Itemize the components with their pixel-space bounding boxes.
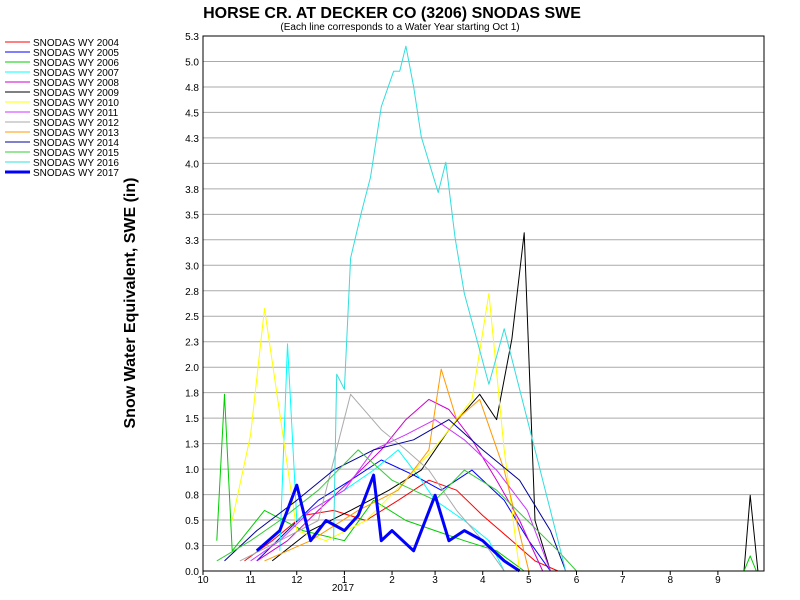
x-tick-label: 7 [620, 575, 626, 586]
legend-label: SNODAS WY 2011 [33, 108, 119, 119]
series-line-5 [271, 232, 551, 572]
legend-label: SNODAS WY 2017 [33, 168, 119, 179]
legend-label: SNODAS WY 2008 [33, 78, 119, 89]
series-line-4 [256, 398, 544, 572]
y-tick-label: 4.5 [185, 108, 199, 119]
y-tick-label: 0.5 [185, 516, 199, 527]
legend-label: SNODAS WY 2005 [33, 48, 119, 59]
chart-title: HORSE CR. AT DECKER CO (3206) SNODAS SWE [203, 5, 581, 22]
legend-label: SNODAS WY 2010 [33, 98, 119, 109]
series-line-2 [216, 393, 525, 572]
y-tick-label: 4.0 [185, 159, 199, 170]
x-year-label: 2017 [332, 583, 355, 594]
y-tick-label: 4.8 [185, 83, 199, 94]
x-axis-ticks: 10 11 12 1 2 3 4 5 6 7 8 9 [197, 571, 721, 586]
x-tick-label: 6 [574, 575, 580, 586]
series-line-10 [224, 419, 567, 572]
y-tick-label: 3.5 [185, 210, 199, 221]
x-tick-label: 2 [389, 575, 395, 586]
x-tick-label: 11 [245, 575, 256, 586]
x-tick-label: 10 [197, 575, 209, 586]
legend-label: SNODAS WY 2012 [33, 118, 119, 129]
series-line-12 [333, 45, 567, 572]
series-line-13 [255, 473, 521, 573]
legend-label: SNODAS WY 2004 [33, 38, 119, 49]
x-tick-label: 12 [291, 575, 303, 586]
y-axis-ticks: 0.0 0.3 0.5 0.8 1.0 1.3 1.5 1.8 2.0 2.3 2.5 2.8 3.0 3… [185, 32, 199, 578]
legend-label: SNODAS WY 2013 [33, 128, 119, 139]
y-tick-label: 5.0 [185, 57, 199, 68]
legend-label: SNODAS WY 2015 [33, 148, 119, 159]
series-extra-line-1 [743, 555, 757, 572]
legend-label: SNODAS WY 2014 [33, 138, 119, 149]
y-tick-label: 2.5 [185, 312, 199, 323]
plot-frame [202, 35, 765, 572]
series-line-1 [256, 459, 551, 572]
legend-label: SNODAS WY 2016 [33, 158, 119, 169]
x-tick-label: 4 [480, 575, 486, 586]
y-tick-label: 1.3 [185, 440, 199, 451]
x-tick-label: 9 [715, 575, 721, 586]
grid [203, 35, 764, 547]
series-extra-line-0 [743, 494, 759, 572]
y-tick-label: 2.8 [185, 287, 199, 298]
y-tick-label: 3.3 [185, 236, 199, 247]
series-line-6 [231, 292, 521, 572]
series-line-11 [216, 449, 577, 572]
x-tick-label: 8 [667, 575, 673, 586]
y-tick-label: 5.3 [185, 32, 199, 43]
chart-subtitle: (Each line corresponds to a Water Year s… [280, 22, 519, 33]
y-tick-label: 0.0 [185, 567, 199, 578]
legend-label: SNODAS WY 2009 [33, 88, 119, 99]
x-tick-label: 3 [432, 575, 438, 586]
legend-label: SNODAS WY 2007 [33, 68, 119, 79]
y-tick-label: 1.5 [185, 414, 199, 425]
y-axis-label: Snow Water Equivalent, SWE (in) [122, 178, 139, 429]
y-tick-label: 1.8 [185, 389, 199, 400]
x-tick-label: 1 [342, 575, 348, 586]
x-tick-label: 5 [526, 575, 532, 586]
y-tick-label: 2.0 [185, 363, 199, 374]
series-line-7 [250, 419, 551, 572]
y-tick-label: 0.8 [185, 491, 199, 502]
series-lines [216, 45, 759, 573]
y-tick-label: 3.8 [185, 185, 199, 196]
y-tick-label: 1.0 [185, 465, 199, 476]
y-tick-label: 0.3 [185, 542, 199, 553]
legend-label: SNODAS WY 2006 [33, 58, 119, 69]
series-line-8 [239, 393, 505, 572]
y-tick-label: 2.3 [185, 338, 199, 349]
y-tick-label: 3.0 [185, 261, 199, 272]
y-tick-label: 4.3 [185, 134, 199, 145]
